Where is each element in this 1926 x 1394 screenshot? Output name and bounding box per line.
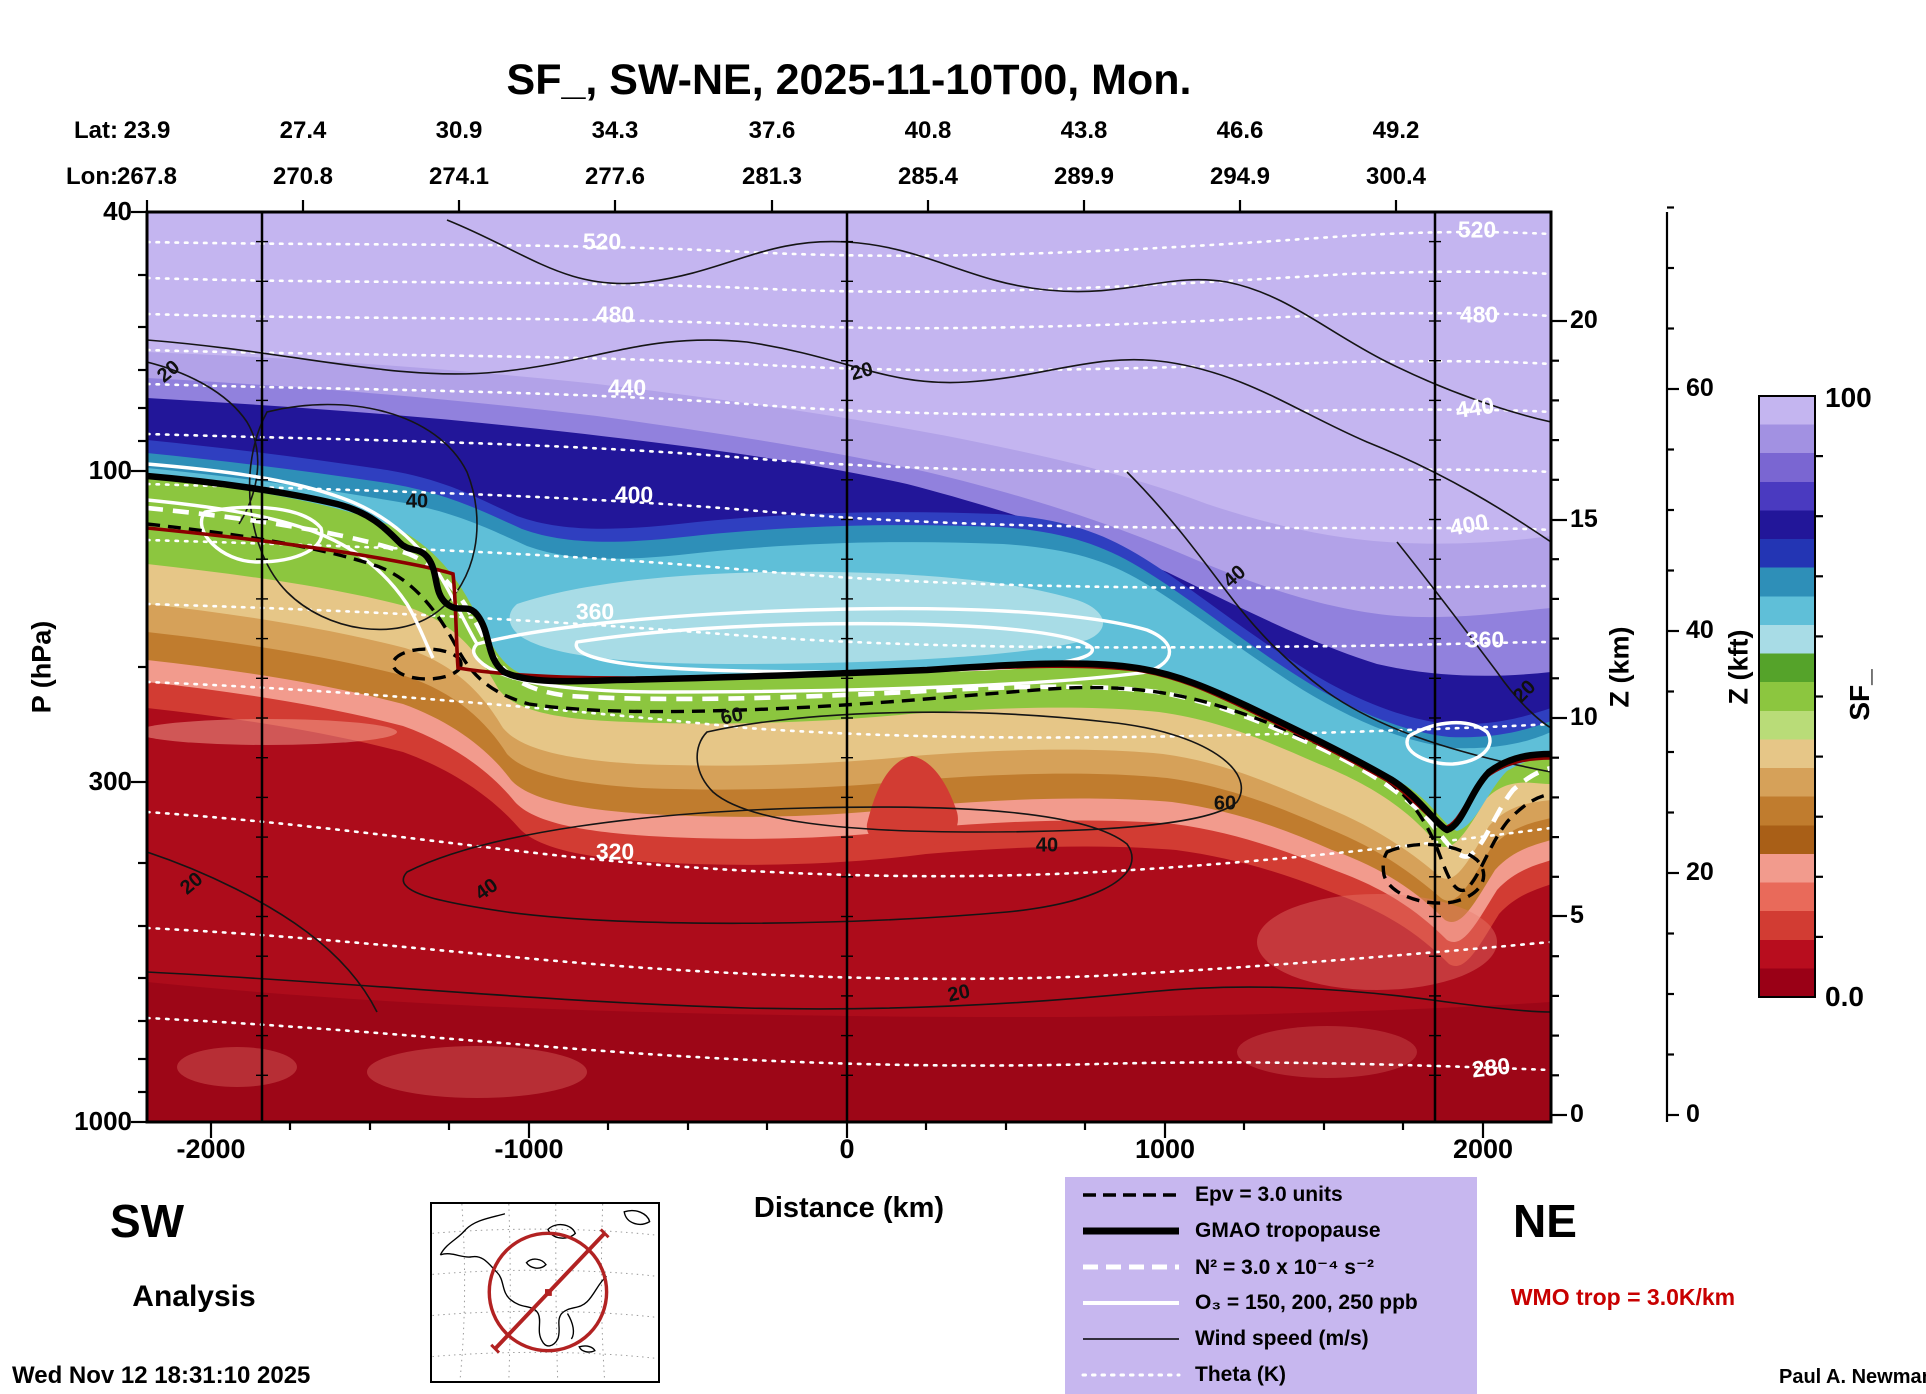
z-kft-axis-label: Z (kft)	[1723, 629, 1754, 705]
colorbar-title: SF_	[1844, 669, 1875, 721]
colorbar-max-label: 100	[1825, 382, 1872, 413]
z-kft-tick-label: 60	[1686, 374, 1714, 402]
lon-value: 294.9	[1209, 163, 1271, 190]
z-km-tick-label: 10	[1570, 703, 1598, 731]
light-red-patch	[367, 1046, 587, 1098]
contour-n2	[147, 505, 1551, 859]
legend-item-theta: Theta (K)	[1065, 1357, 1477, 1393]
legend-line-theta	[1081, 1373, 1181, 1377]
legend-item-o3: O₃ = 150, 200, 250 ppb	[1065, 1285, 1477, 1321]
legend-line-wind	[1083, 1338, 1179, 1340]
credit: Paul A. Newman (NASA	[1779, 1366, 1926, 1388]
light-red-patch	[177, 1047, 297, 1087]
colorbar-gradient	[1759, 396, 1815, 997]
gmao-tropopause-line	[147, 472, 1551, 834]
z-km-tick-label: 5	[1570, 901, 1584, 929]
page-title: SF_, SW-NE, 2025-11-10T00, Mon.	[506, 56, 1192, 104]
legend-item-gmao: GMAO tropopause	[1065, 1213, 1477, 1249]
transect-marker	[487, 1228, 610, 1354]
legend-item-n2: N² = 3.0 x 10⁻⁴ s⁻²	[1065, 1249, 1477, 1285]
z-kft-tick-label: 20	[1686, 858, 1714, 886]
legend-item-wind: Wind speed (m/s)	[1065, 1321, 1477, 1357]
distance-tick-label: 0	[839, 1134, 855, 1164]
distance-axis-label: Distance (km)	[753, 1192, 945, 1224]
pressure-tick-label: 40	[103, 196, 132, 226]
legend-line-epv	[1083, 1193, 1179, 1197]
colorbar-min-label: 0.0	[1825, 981, 1864, 1012]
legend-label: GMAO tropopause	[1195, 1219, 1381, 1242]
legend-label: O₃ = 150, 200, 250 ppb	[1195, 1291, 1418, 1314]
legend-item-epv: Epv = 3.0 units	[1065, 1177, 1477, 1213]
lat-value: 37.6	[748, 117, 796, 144]
distance-tick-label: -2000	[176, 1134, 246, 1164]
pressure-axis-label: P (hPa)	[26, 620, 57, 714]
sf-filled-contours	[147, 212, 1551, 1122]
lat-value: 34.3	[591, 117, 639, 144]
analysis-label: Analysis	[132, 1280, 256, 1313]
light-red-patch	[1257, 894, 1497, 990]
z-kft-tick-label: 40	[1686, 616, 1714, 644]
lat-value: 40.8	[904, 117, 952, 144]
lon-row-label: Lon:	[66, 163, 118, 190]
plot-area	[131, 200, 1567, 1138]
timestamp: Wed Nov 12 18:31:10 2025	[12, 1362, 311, 1389]
waypoint-lines	[260, 212, 1437, 1122]
z-km-tick-label: 0	[1570, 1100, 1584, 1128]
axis-ticks	[131, 200, 1567, 1138]
legend-line-o3	[1083, 1301, 1179, 1305]
lon-value: 277.6	[584, 163, 646, 190]
pressure-tick-label: 100	[88, 455, 132, 485]
lat-value: 43.8	[1060, 117, 1108, 144]
colorbar	[1758, 395, 1823, 998]
distance-tick-label: 1000	[1134, 1134, 1196, 1164]
coastline	[439, 1209, 651, 1353]
lon-value: 281.3	[741, 163, 803, 190]
lon-value: 289.9	[1053, 163, 1115, 190]
transect-center	[545, 1289, 552, 1296]
z-kft-tick-label: 0	[1686, 1100, 1700, 1128]
distance-tick-label: 2000	[1452, 1134, 1514, 1164]
lon-value: 270.8	[272, 163, 334, 190]
ne-corner-label: NE	[1513, 1195, 1577, 1247]
colorbar-ticks	[1815, 454, 1823, 939]
light-red-patch	[1237, 1026, 1417, 1078]
lat-row-label: Lat:	[74, 117, 118, 144]
lon-value: 285.4	[897, 163, 959, 190]
legend-label: Theta (K)	[1195, 1363, 1286, 1386]
kft-axis	[1665, 206, 1679, 1122]
red-plume	[866, 756, 958, 848]
distance-tick-label: -1000	[494, 1134, 564, 1164]
lat-value: 23.9	[123, 117, 171, 144]
lat-value: 49.2	[1372, 117, 1420, 144]
lon-value: 274.1	[428, 163, 490, 190]
lat-value: 27.4	[279, 117, 327, 144]
lon-value: 300.4	[1365, 163, 1427, 190]
legend-label: Wind speed (m/s)	[1195, 1327, 1369, 1350]
legend-line-gmao	[1083, 1227, 1179, 1235]
z-km-tick-label: 15	[1570, 505, 1598, 533]
band-deepest-red	[147, 982, 1551, 1122]
pink-streak	[147, 719, 397, 745]
sw-corner-label: SW	[109, 1195, 185, 1247]
legend: Epv = 3.0 units GMAO tropopause N² = 3.0 x…	[1065, 1177, 1477, 1394]
legend-label: Epv = 3.0 units	[1195, 1183, 1343, 1206]
legend-line-n2	[1083, 1264, 1179, 1270]
contour-epv	[147, 522, 1551, 905]
z-km-tick-label: 20	[1570, 306, 1598, 334]
band-pale-cyan-pocket	[509, 571, 1104, 664]
wmo-tropopause-note: WMO trop = 3.0K/km	[1510, 1284, 1736, 1310]
map-inset-svg	[432, 1203, 658, 1382]
z-km-axis-label: Z (km)	[1604, 626, 1635, 708]
lon-value: 267.8	[116, 163, 178, 190]
lat-value: 46.6	[1216, 117, 1264, 144]
pressure-tick-label: 1000	[74, 1106, 132, 1136]
map-inset	[430, 1202, 660, 1383]
pressure-tick-label: 300	[88, 766, 132, 796]
legend-label: N² = 3.0 x 10⁻⁴ s⁻²	[1195, 1255, 1375, 1279]
lat-value: 30.9	[435, 117, 483, 144]
